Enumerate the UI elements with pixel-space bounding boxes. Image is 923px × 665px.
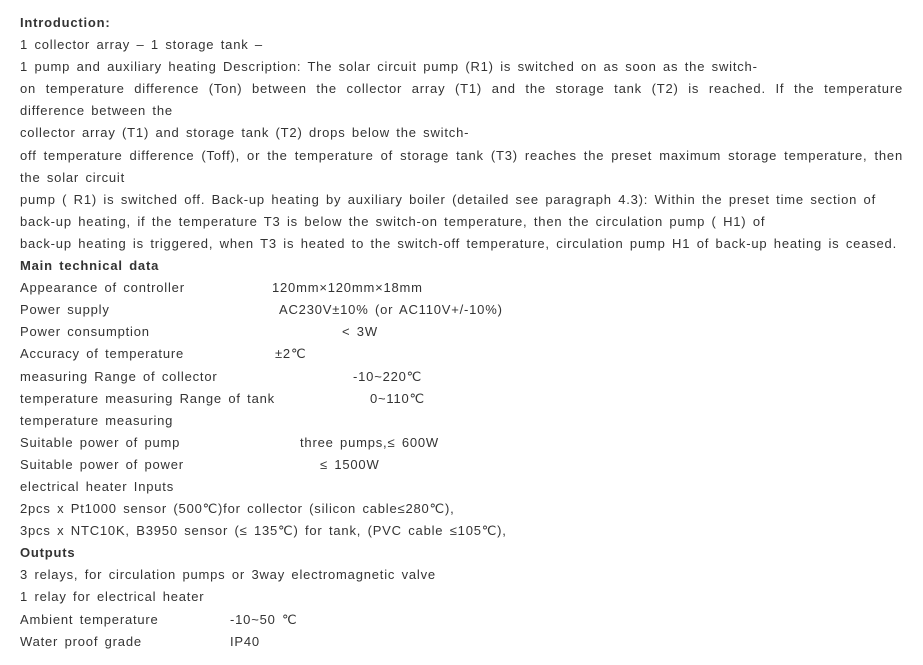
spec-label: temperature measuring <box>20 410 173 432</box>
tech-section: Main technical data Appearance of contro… <box>20 255 903 542</box>
intro-line: 1 collector array – 1 storage tank – <box>20 34 903 56</box>
spec-row: electrical heater Inputs <box>20 476 903 498</box>
spec-row: Power supply AC230V±10% (or AC110V+/-10%… <box>20 299 903 321</box>
spec-row: Water proof grade IP40 <box>20 631 903 653</box>
intro-line: off temperature difference (Toff), or th… <box>20 145 903 189</box>
intro-line: back-up heating, if the temperature T3 i… <box>20 211 903 233</box>
spec-row: measuring Range of collector -10~220℃ <box>20 366 903 388</box>
intro-heading: Introduction: <box>20 12 903 34</box>
spec-value: -10~50 ℃ <box>230 609 297 631</box>
spec-value: ≤ 1500W <box>320 454 380 476</box>
spec-row: 3pcs x NTC10K, B3950 sensor (≤ 135℃) for… <box>20 520 903 542</box>
spec-label: 2pcs x Pt1000 sensor (500℃)for collector… <box>20 498 455 520</box>
intro-line: back-up heating is triggered, when T3 is… <box>20 233 903 255</box>
spec-label: Suitable power of power <box>20 454 320 476</box>
spec-label: 3pcs x NTC10K, B3950 sensor (≤ 135℃) for… <box>20 520 507 542</box>
spec-label: Accuracy of temperature <box>20 343 275 365</box>
spec-label: Water proof grade <box>20 631 230 653</box>
spec-label: Power consumption <box>20 321 342 343</box>
spec-value: 120mm×120mm×18mm <box>272 277 423 299</box>
spec-value: three pumps,≤ 600W <box>300 432 439 454</box>
spec-row: temperature measuring <box>20 410 903 432</box>
spec-row: Accuracy of temperature ±2℃ <box>20 343 903 365</box>
intro-line: collector array (T1) and storage tank (T… <box>20 122 903 144</box>
spec-row: temperature measuring Range of tank 0~11… <box>20 388 903 410</box>
spec-row: Suitable power of pump three pumps,≤ 600… <box>20 432 903 454</box>
spec-label: Suitable power of pump <box>20 432 300 454</box>
spec-value: < 3W <box>342 321 378 343</box>
intro-line: pump ( R1) is switched off. Back-up heat… <box>20 189 903 211</box>
spec-row: 2pcs x Pt1000 sensor (500℃)for collector… <box>20 498 903 520</box>
spec-label: Appearance of controller <box>20 277 272 299</box>
spec-label: electrical heater Inputs <box>20 476 174 498</box>
spec-label: Ambient temperature <box>20 609 230 631</box>
spec-label: measuring Range of collector <box>20 366 353 388</box>
outputs-section: Outputs 3 relays, for circulation pumps … <box>20 542 903 652</box>
output-line: 3 relays, for circulation pumps or 3way … <box>20 564 903 586</box>
outputs-heading: Outputs <box>20 542 903 564</box>
spec-value: 0~110℃ <box>370 388 425 410</box>
spec-row: Ambient temperature -10~50 ℃ <box>20 609 903 631</box>
spec-value: AC230V±10% (or AC110V+/-10%) <box>279 299 503 321</box>
spec-label: Power supply <box>20 299 279 321</box>
spec-label: temperature measuring Range of tank <box>20 388 370 410</box>
tech-heading: Main technical data <box>20 255 903 277</box>
spec-value: -10~220℃ <box>353 366 422 388</box>
intro-line: on temperature difference (Ton) between … <box>20 78 903 122</box>
spec-row: Suitable power of power ≤ 1500W <box>20 454 903 476</box>
intro-section: Introduction: 1 collector array – 1 stor… <box>20 12 903 255</box>
intro-line: 1 pump and auxiliary heating Description… <box>20 56 903 78</box>
spec-row: Power consumption < 3W <box>20 321 903 343</box>
spec-row: Appearance of controller 120mm×120mm×18m… <box>20 277 903 299</box>
spec-value: IP40 <box>230 631 260 653</box>
spec-value: ±2℃ <box>275 343 306 365</box>
output-line: 1 relay for electrical heater <box>20 586 903 608</box>
